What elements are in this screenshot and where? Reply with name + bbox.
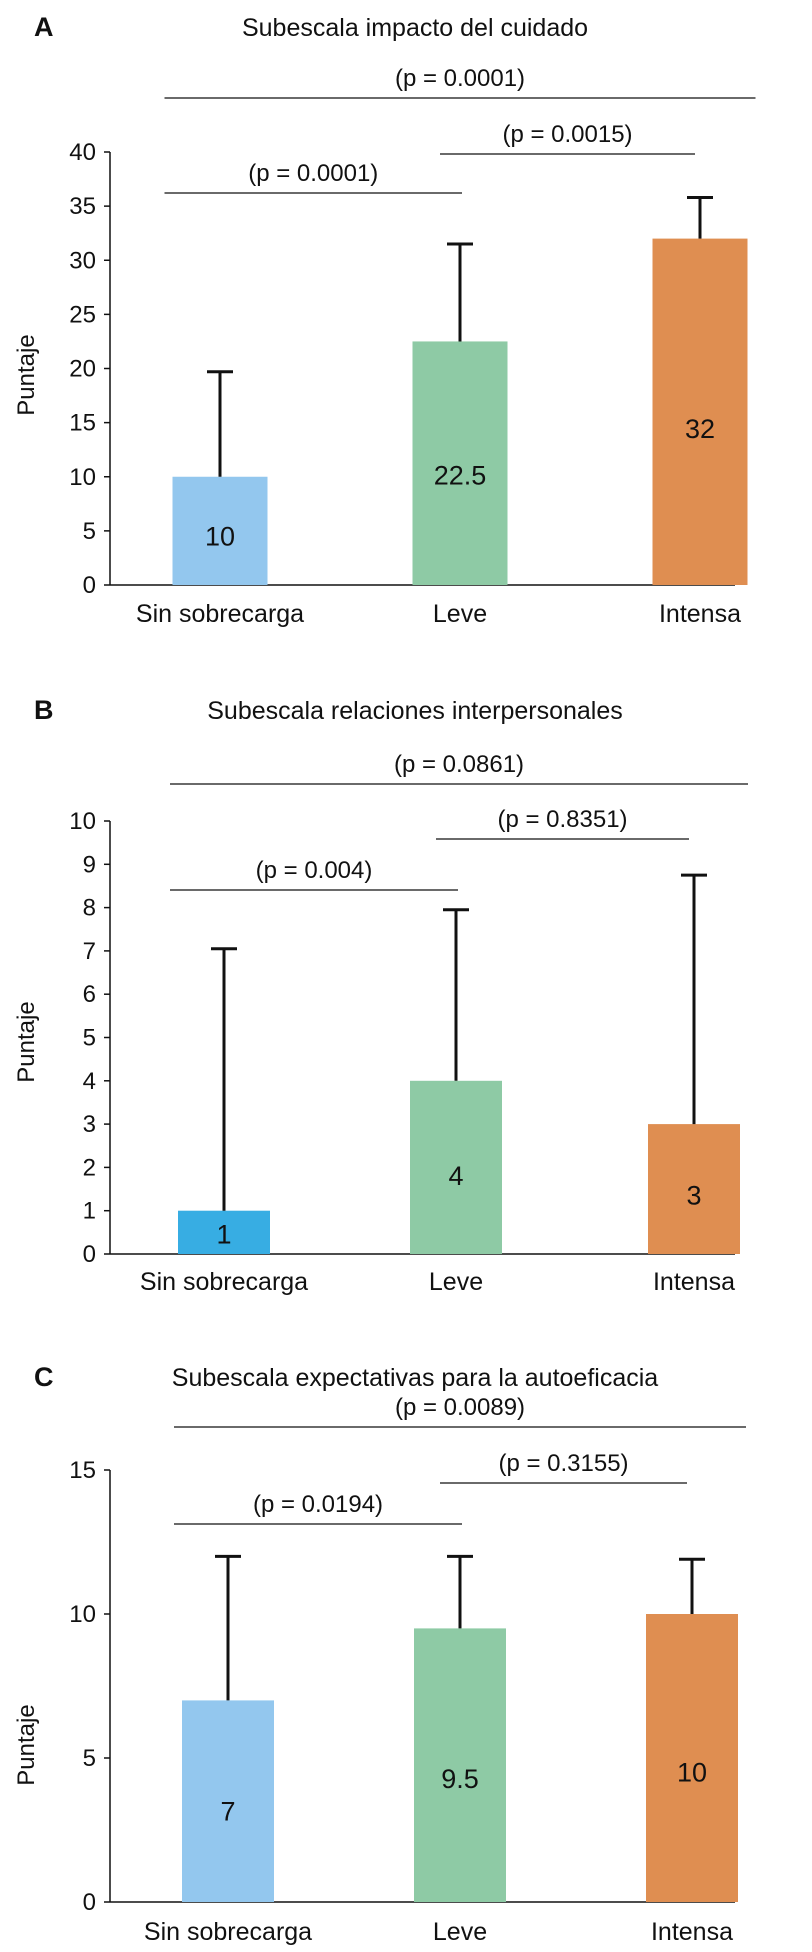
- panel-letter-b: B: [34, 695, 54, 725]
- panel-b: B Subescala relaciones interpersonales P…: [13, 695, 748, 1296]
- panel-b-y-tick-label: 9: [83, 851, 96, 878]
- panel-a-y-tick-label: 15: [69, 410, 96, 437]
- panel-a-bar-value-label-0: 10: [205, 521, 235, 551]
- panel-a-y-tick-label: 0: [83, 572, 96, 599]
- panel-b-category-label-2: Intensa: [653, 1268, 735, 1296]
- panel-a: A Subescala impacto del cuidado Puntaje …: [13, 12, 756, 628]
- panel-a-p-value-label-2: (p = 0.0001): [248, 160, 378, 187]
- panel-b-bar-2: [648, 1124, 740, 1254]
- panel-a-bar-value-label-1: 22.5: [434, 460, 487, 490]
- panel-a-p-value-label-0: (p = 0.0001): [395, 65, 525, 92]
- panel-b-y-tick-label: 10: [69, 808, 96, 835]
- panel-a-p-value-label-1: (p = 0.0015): [502, 121, 632, 148]
- panel-c-p-value-label-2: (p = 0.0194): [253, 1491, 383, 1518]
- panel-a-y-axis-label: Puntaje: [13, 334, 40, 415]
- panel-b-bar-1: [410, 1080, 502, 1254]
- panel-a-y-tick-label: 30: [69, 247, 96, 274]
- panel-c-p-value-label-1: (p = 0.3155): [498, 1450, 628, 1477]
- panel-c-plot: 0 5 10 15 7 Sin sobrecarga 9.5 Leve 10 Intensa (p …: [69, 1394, 746, 1946]
- panel-a-title: Subescala impacto del cuidado: [242, 14, 588, 42]
- panel-a-plot: 0 5 10 15 20 25 30 35 40 10 Sin sobrecarga 22.5 Leve…: [69, 65, 756, 628]
- panel-c-bar-value-label-0: 7: [220, 1796, 235, 1826]
- panel-c: C Subescala expectativas para la autoefi…: [13, 1362, 746, 1946]
- panel-b-category-label-0: Sin sobrecarga: [140, 1268, 308, 1296]
- panel-c-y-axis-label: Puntaje: [13, 1704, 40, 1785]
- panel-a-category-label-1: Leve: [433, 600, 487, 628]
- panel-b-p-value-label-2: (p = 0.004): [256, 857, 373, 884]
- panel-c-bar-value-label-2: 10: [677, 1757, 707, 1787]
- panel-a-y-tick-label: 40: [69, 139, 96, 166]
- panel-b-p-value-label-0: (p = 0.0861): [394, 751, 524, 778]
- panel-b-y-tick-label: 7: [83, 938, 96, 965]
- panel-b-bar-0: [178, 1210, 270, 1254]
- panel-b-y-axis-label: Puntaje: [13, 1001, 40, 1082]
- panel-a-y-tick-label: 35: [69, 193, 96, 220]
- panel-b-y-tick-label: 8: [83, 895, 96, 922]
- panel-c-y-tick-label: 15: [69, 1457, 96, 1484]
- panel-a-bar-1: [412, 341, 508, 585]
- panel-a-y-tick-label: 5: [83, 518, 96, 545]
- panel-a-y-tick-label: 20: [69, 356, 96, 383]
- panel-c-category-label-2: Intensa: [651, 1918, 733, 1946]
- panel-b-y-tick-label: 6: [83, 981, 96, 1008]
- panel-b-y-tick-label: 3: [83, 1111, 96, 1138]
- panel-c-y-tick-label: 10: [69, 1601, 96, 1628]
- panel-c-bar-2: [646, 1614, 738, 1902]
- panel-b-bar-value-label-0: 1: [216, 1219, 231, 1249]
- panel-c-y-tick-label: 0: [83, 1889, 96, 1916]
- panel-a-bar-2: [652, 238, 748, 585]
- panel-letter-a: A: [34, 12, 54, 42]
- panel-c-bar-0: [182, 1700, 274, 1902]
- panel-c-category-label-0: Sin sobrecarga: [144, 1918, 312, 1946]
- panel-b-y-tick-label: 2: [83, 1154, 96, 1181]
- panel-b-bar-value-label-2: 3: [686, 1181, 701, 1211]
- panel-b-category-label-1: Leve: [429, 1268, 483, 1296]
- panel-b-title: Subescala relaciones interpersonales: [207, 697, 623, 725]
- panel-c-bar-value-label-1: 9.5: [441, 1764, 479, 1794]
- panel-a-y-tick-label: 25: [69, 301, 96, 328]
- panel-b-p-value-label-1: (p = 0.8351): [497, 806, 627, 833]
- panel-a-bar-value-label-2: 32: [685, 414, 715, 444]
- panel-a-category-label-0: Sin sobrecarga: [136, 600, 304, 628]
- panel-b-y-tick-label: 1: [83, 1198, 96, 1225]
- panel-b-y-tick-label: 4: [83, 1068, 96, 1095]
- panel-letter-c: C: [34, 1362, 54, 1392]
- panel-c-y-tick-label: 5: [83, 1745, 96, 1772]
- panel-a-y-tick-label: 10: [69, 464, 96, 491]
- panel-b-plot: 0 1 2 3 4 5 6 7 8 9 10 1 Sin sobrecarga 4 Leve 3 Intensa…: [69, 751, 748, 1296]
- panel-a-category-label-2: Intensa: [659, 600, 741, 628]
- panel-c-bar-1: [414, 1628, 506, 1902]
- panel-c-p-value-label-0: (p = 0.0089): [395, 1394, 525, 1421]
- panel-b-y-tick-label: 5: [83, 1025, 96, 1052]
- panel-a-bar-0: [172, 476, 268, 585]
- panel-c-category-label-1: Leve: [433, 1918, 487, 1946]
- panel-b-y-tick-label: 0: [83, 1241, 96, 1268]
- panel-c-title: Subescala expectativas para la autoefica…: [172, 1364, 659, 1392]
- panel-b-bar-value-label-1: 4: [448, 1161, 463, 1191]
